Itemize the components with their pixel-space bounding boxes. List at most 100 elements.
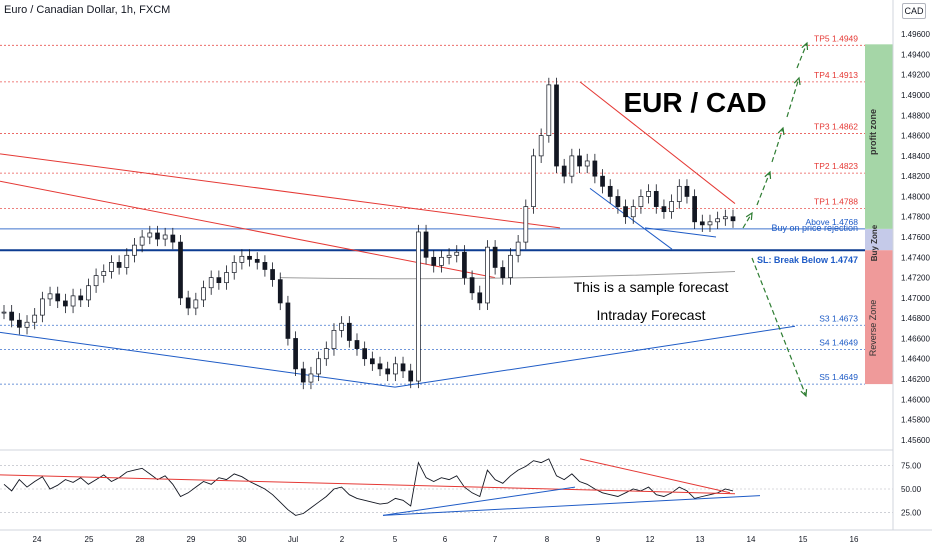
forecast-arrow <box>771 127 784 163</box>
y-tick-label: 1.47800 <box>901 213 930 222</box>
price-candle <box>592 160 598 177</box>
zones-layer <box>865 44 893 385</box>
price-candle <box>492 246 498 268</box>
price-candle <box>47 293 53 300</box>
price-candle <box>538 135 544 157</box>
sample-forecast-text: This is a sample forecast <box>574 279 729 295</box>
price-candle <box>676 185 682 202</box>
resistance-trendline <box>0 153 561 229</box>
osc-tick-label: 50.00 <box>901 485 922 494</box>
price-candle <box>630 206 636 218</box>
level-label: TP3 1.4862 <box>814 122 858 132</box>
price-candle <box>139 236 145 246</box>
forecast-arrow-head <box>777 126 785 136</box>
x-tick-label: 8 <box>545 535 550 544</box>
x-tick-label: 13 <box>696 535 705 544</box>
price-candle <box>93 275 99 287</box>
price-candle <box>699 221 705 226</box>
price-candle <box>615 196 621 207</box>
forecast-arrow-head <box>764 170 772 180</box>
buy-rejection-note: Buy on price rejection <box>771 223 858 233</box>
price-candle <box>393 363 398 375</box>
x-tick-label: 16 <box>850 535 859 544</box>
reverse-zone-box <box>865 250 893 385</box>
price-candle <box>431 256 437 266</box>
price-candle <box>201 287 206 301</box>
levels-layer: TP5 1.4949 TP4 1.4913 TP3 1.4862 TP2 1.4823… <box>0 33 865 385</box>
price-candle <box>408 370 414 382</box>
price-candle <box>116 262 122 268</box>
osc-tick-label: 25.00 <box>901 509 922 518</box>
x-tick-label: 24 <box>33 535 42 544</box>
price-candle <box>584 160 590 167</box>
price-candle <box>185 297 191 309</box>
forecast-arrow <box>742 212 753 229</box>
chart-title: EUR / CAD <box>623 87 766 118</box>
level-label: TP4 1.4913 <box>814 70 858 80</box>
price-candle <box>239 255 245 263</box>
price-candle <box>247 255 252 260</box>
price-candle <box>155 232 160 240</box>
price-candle <box>308 373 314 383</box>
price-candle <box>477 292 483 304</box>
price-candle <box>600 175 605 187</box>
price-candle <box>722 216 728 220</box>
forecast-arrow-head <box>801 41 809 51</box>
forecast-arrow <box>786 77 800 118</box>
y-tick-label: 1.48800 <box>901 111 930 120</box>
price-candle <box>669 201 674 213</box>
price-candle <box>132 244 137 256</box>
buy-zone-box <box>865 228 893 251</box>
price-candle <box>323 348 329 360</box>
profit-zone-box <box>865 44 893 229</box>
price-candle <box>162 234 168 240</box>
price-candle <box>293 338 298 370</box>
price-candle <box>262 262 268 270</box>
x-tick-label: 15 <box>799 535 808 544</box>
price-candle <box>607 185 613 197</box>
osc-support-trendline <box>382 486 576 516</box>
price-candle <box>385 368 391 375</box>
y-tick-label: 1.47000 <box>901 294 930 303</box>
price-candle <box>300 368 306 383</box>
intraday-forecast-text: Intraday Forecast <box>597 307 706 323</box>
level-label: TP1 1.4788 <box>814 197 858 207</box>
price-candle <box>124 254 130 268</box>
price-candle <box>653 191 659 207</box>
price-candle <box>316 358 321 375</box>
currency-badge[interactable]: CAD <box>902 3 926 19</box>
price-series <box>1 77 736 390</box>
price-candle <box>508 254 513 278</box>
price-candle <box>623 206 628 218</box>
price-candle <box>446 254 452 258</box>
price-candle <box>462 251 467 278</box>
price-candle <box>546 84 552 136</box>
price-candle <box>707 221 713 226</box>
trendlines-layer <box>0 81 796 388</box>
x-tick-label: 30 <box>238 535 247 544</box>
oscillator-panel: 75.00 50.00 25.00 <box>0 458 922 518</box>
y-tick-label: 1.48600 <box>901 132 930 141</box>
forecast-arrow-head <box>800 388 808 398</box>
x-tick-label: 5 <box>393 535 398 544</box>
x-tick-label: 28 <box>136 535 145 544</box>
y-tick-label: 1.46600 <box>901 334 930 343</box>
level-label: S4 1.4649 <box>819 338 858 348</box>
price-candle <box>485 246 490 304</box>
x-tick-label: 29 <box>187 535 196 544</box>
price-candle <box>178 241 183 299</box>
y-tick-label: 1.49400 <box>901 50 930 59</box>
moving-average-line <box>279 271 736 280</box>
price-candle <box>277 279 283 304</box>
forecast-arrow-head <box>793 76 801 86</box>
osc-support-trendline <box>382 495 761 516</box>
osc-resistance-trendline <box>0 474 736 495</box>
x-tick-label: 25 <box>85 535 94 544</box>
x-tick-label: 7 <box>493 535 498 544</box>
oscillator-line <box>3 458 734 516</box>
y-tick-label: 1.46000 <box>901 395 930 404</box>
buy-zone-label: Buy Zone <box>870 224 879 261</box>
price-candle <box>661 206 667 213</box>
